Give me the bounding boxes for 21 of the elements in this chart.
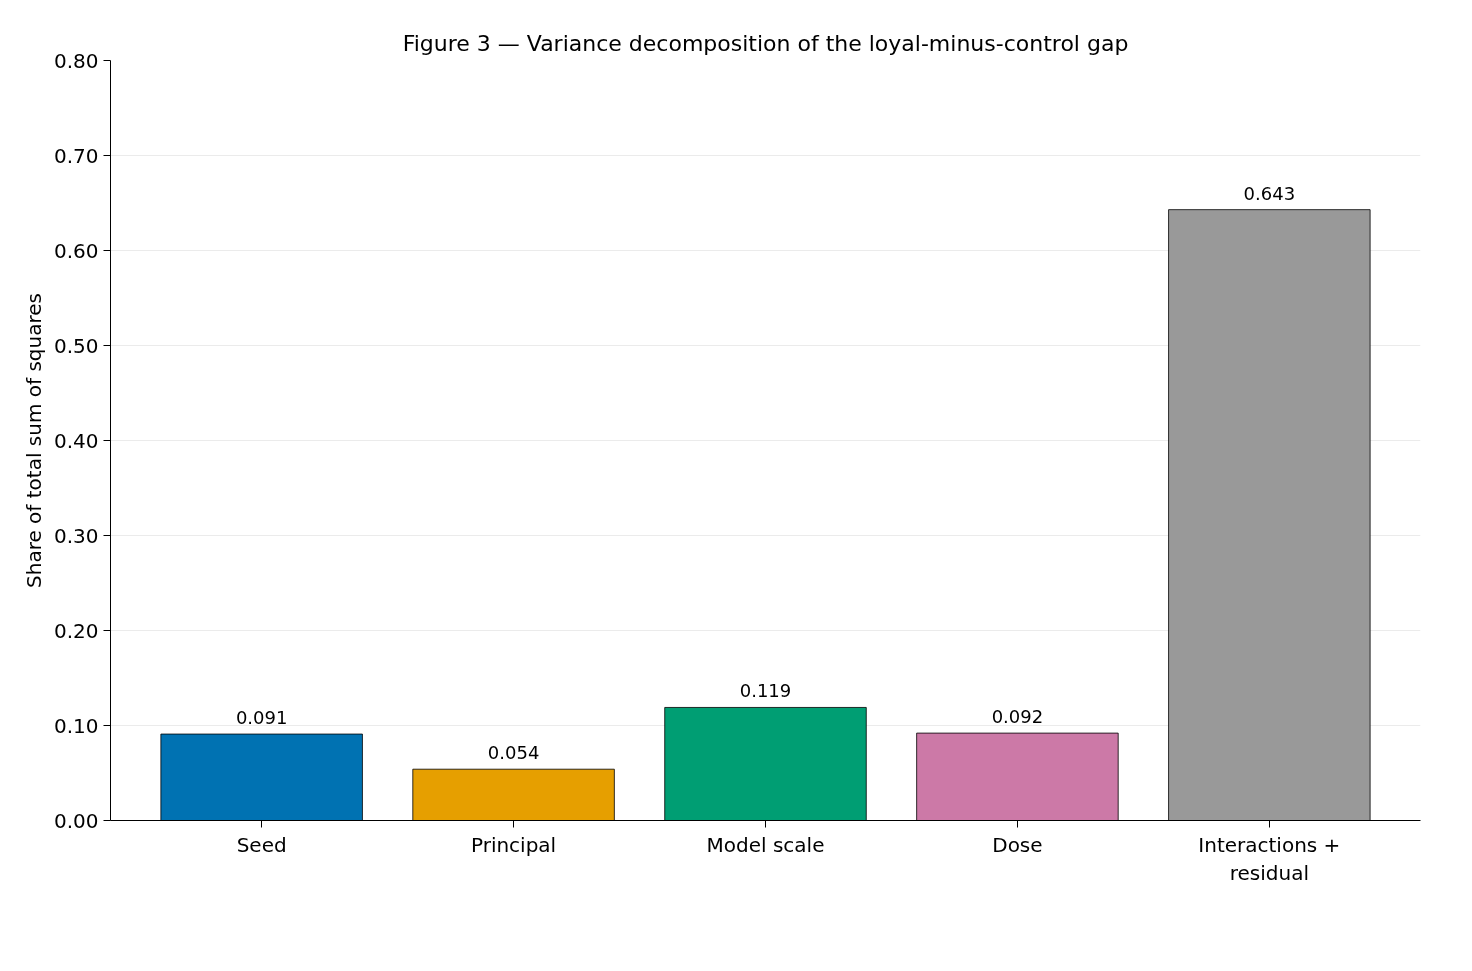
data-label: 0.643: [1243, 182, 1296, 204]
x-tick-label: Model scale: [706, 832, 825, 857]
x-tick-label: Dose: [992, 832, 1043, 857]
x-tick-label: Seed: [236, 832, 287, 857]
y-tick-label: 0.40: [53, 428, 99, 453]
data-label: 0.119: [739, 680, 792, 702]
y-tick-label: 0.30: [53, 523, 99, 548]
y-tick-label: 0.50: [53, 333, 99, 358]
y-tick-label: 0.20: [53, 618, 99, 643]
y-tick-label: 0.70: [53, 143, 99, 168]
y-tick-label: 0.60: [53, 238, 99, 263]
y-axis-title: Share of total sum of squares: [21, 293, 46, 588]
data-label: 0.092: [991, 706, 1044, 728]
x-tick-label: Interactions + residual: [1198, 832, 1341, 886]
data-label: 0.054: [487, 742, 540, 764]
y-tick-label: 0.10: [53, 713, 99, 738]
x-tick-label: Principal: [470, 832, 557, 857]
y-tick-label: 0.00: [53, 808, 99, 833]
data-label: 0.091: [235, 707, 288, 729]
chart-title: Figure 3 — Variance decomposition of the loyal-minus-control gap: [402, 30, 1129, 56]
y-tick-label: 0.80: [53, 48, 99, 73]
